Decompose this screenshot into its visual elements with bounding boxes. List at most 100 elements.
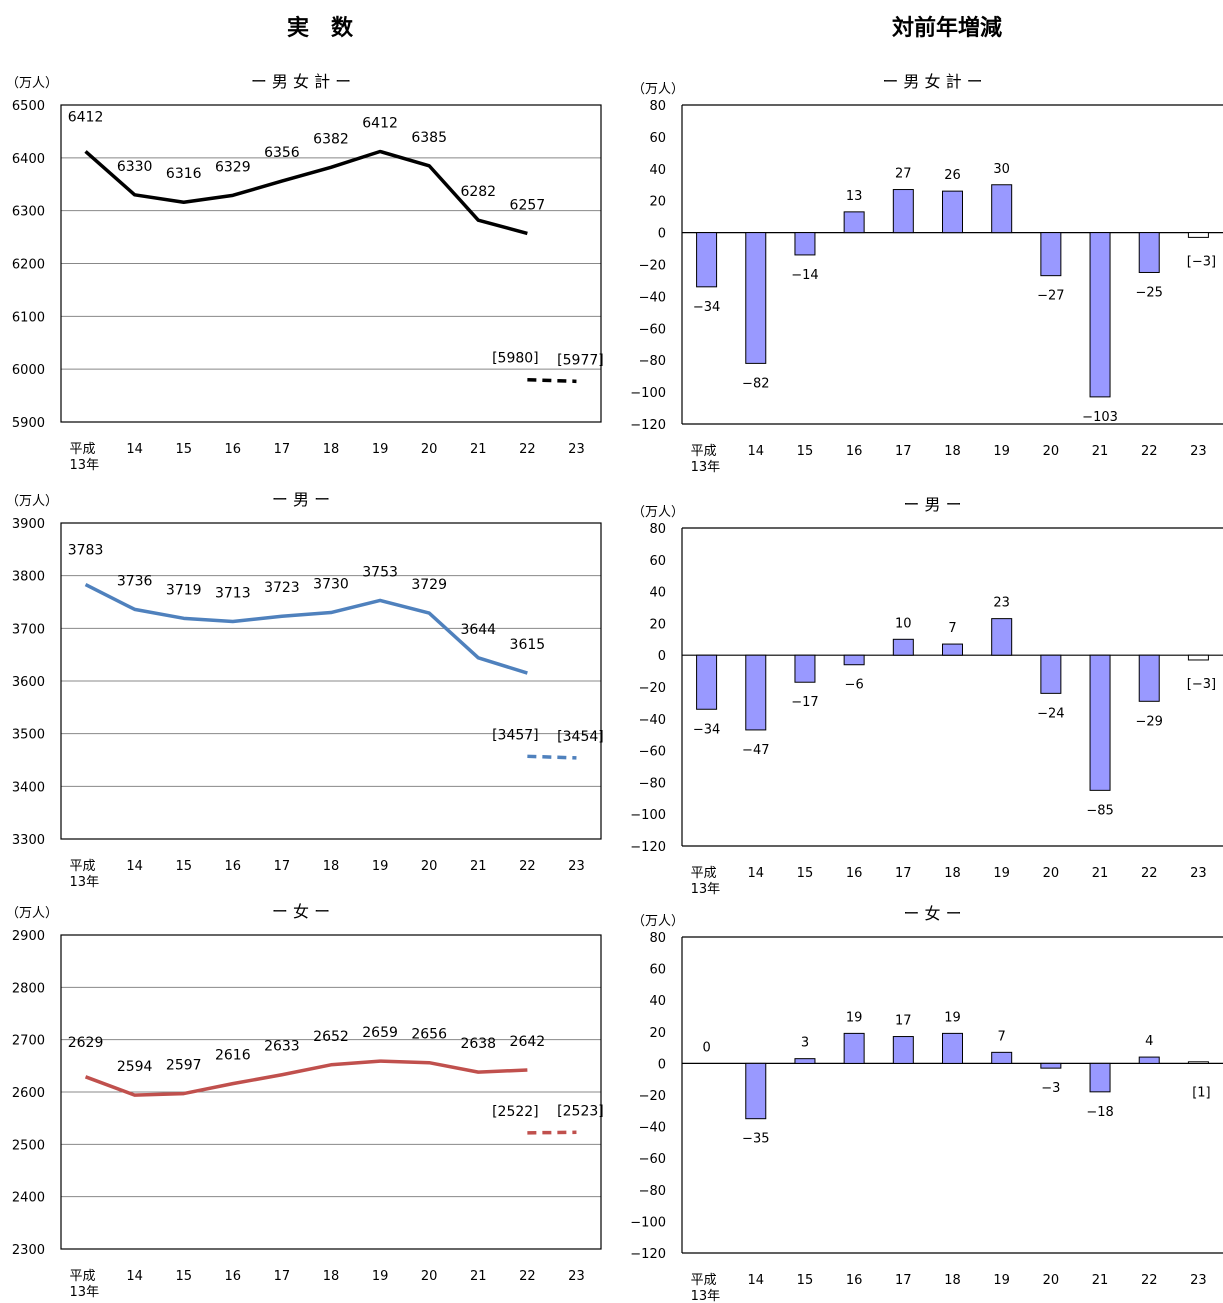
y-tick-label: −80 — [639, 776, 666, 791]
x-tick-label: 16 — [846, 866, 863, 881]
x-tick-label: 14 — [126, 442, 143, 457]
y-tick-label: 6000 — [12, 363, 45, 378]
bar — [1089, 654, 1111, 791]
x-tick-label: 13年 — [70, 875, 100, 890]
x-tick-label: 21 — [470, 1269, 487, 1284]
x-tick-label: 16 — [225, 442, 242, 457]
x-tick-label: 21 — [1092, 866, 1109, 881]
x-tick-label: 13年 — [691, 882, 721, 897]
bar-label: −3 — [1041, 1081, 1060, 1096]
x-tick-label: 13年 — [70, 1285, 100, 1300]
data-label: 3723 — [264, 580, 300, 596]
x-tick-label: 15 — [175, 859, 192, 874]
data-label: 2594 — [117, 1059, 153, 1075]
bar — [942, 643, 963, 656]
bar-label: −25 — [1136, 285, 1163, 300]
chart-diff-total: ー 男 女 計 ー （万人） −120 −100 −80 −60 −40 −20 0 20 40 60… — [630, 72, 1223, 475]
y-tick-label: −80 — [639, 354, 666, 369]
y-tick-label: 6200 — [12, 258, 45, 273]
data-label: 2597 — [166, 1058, 202, 1074]
bar — [1138, 654, 1160, 702]
bar — [1187, 654, 1209, 661]
x-tick-label: 22 — [519, 442, 536, 457]
x-tick-label: 19 — [372, 442, 389, 457]
x-tick-label: 18 — [944, 444, 961, 459]
data-label: 3753 — [362, 564, 398, 580]
y-tick-label: 40 — [649, 586, 666, 601]
bar-label: 27 — [895, 167, 912, 182]
bar — [843, 1032, 865, 1064]
data-label: 3736 — [117, 573, 153, 589]
bar-label: −35 — [742, 1132, 769, 1147]
bar-label: −82 — [742, 376, 769, 391]
x-tick-label: 平成 — [691, 1273, 717, 1288]
x-tick-label: 17 — [274, 1269, 291, 1284]
data-label: 2659 — [362, 1025, 398, 1041]
bar-label: 17 — [895, 1014, 912, 1029]
estimated-label: [5977] — [557, 352, 604, 368]
x-tick-label: 19 — [993, 1273, 1010, 1288]
data-label: 6316 — [166, 166, 202, 182]
y-tick-label: 3300 — [12, 833, 45, 848]
bar — [843, 211, 865, 234]
x-tick-label: 21 — [470, 859, 487, 874]
estimated-label: [3454] — [557, 729, 604, 745]
y-tick-label: 2900 — [12, 929, 45, 944]
data-label: 6356 — [264, 145, 300, 161]
bar-label: −27 — [1037, 289, 1064, 304]
chart-diff-male: ー 男 ー （万人） −120 −100 −80 −60 −40 −20 0 20 40 60 80 平成… — [630, 495, 1223, 897]
bar-label: 7 — [998, 1029, 1006, 1044]
y-tick-label: 3400 — [12, 780, 45, 795]
x-tick-label: 17 — [895, 1273, 912, 1288]
bar — [892, 638, 914, 656]
y-tick-label: 80 — [649, 931, 666, 946]
x-tick-label: 14 — [126, 1269, 143, 1284]
bar-label: −85 — [1086, 803, 1113, 818]
x-tick-label: 14 — [747, 444, 764, 459]
x-tick-label: 21 — [470, 442, 487, 457]
y-tick-label: 6300 — [12, 205, 45, 220]
y-tick-label: 0 — [658, 649, 666, 664]
series-line — [84, 149, 528, 236]
y-tick-label: −40 — [639, 713, 666, 728]
y-tick-label: −20 — [639, 681, 666, 696]
bar — [1138, 232, 1160, 273]
bar — [991, 1051, 1013, 1064]
bar — [843, 654, 865, 666]
x-tick-label: 22 — [1141, 866, 1158, 881]
y-tick-label: 2700 — [12, 1034, 45, 1049]
bar — [1187, 232, 1209, 238]
bar-label: −47 — [742, 743, 769, 758]
chart-title: ー 男 女 計 ー — [251, 72, 351, 91]
x-tick-label: 22 — [1141, 444, 1158, 459]
estimated-line — [527, 754, 577, 760]
x-tick-label: 18 — [323, 859, 340, 874]
bar-label: −18 — [1086, 1105, 1113, 1120]
bar — [794, 1058, 816, 1064]
y-unit-label: （万人） — [6, 76, 58, 91]
y-tick-label: −100 — [630, 808, 666, 823]
bar-label: −24 — [1037, 706, 1064, 721]
bar-label: −34 — [693, 722, 720, 737]
x-tick-label: 16 — [225, 1269, 242, 1284]
data-label: 6257 — [510, 197, 546, 213]
x-tick-label: 15 — [797, 1273, 814, 1288]
chart-actual-female: ー 女 ー（万人）2300240025002600270028002900平成1… — [6, 902, 604, 1300]
x-tick-label: 18 — [944, 866, 961, 881]
x-tick-label: 平成 — [70, 442, 96, 457]
y-tick-label: 20 — [649, 617, 666, 632]
bar — [1089, 1062, 1111, 1093]
y-tick-label: 6100 — [12, 310, 45, 325]
y-tick-label: 80 — [649, 99, 666, 114]
x-tick-label: 13年 — [691, 460, 721, 475]
plot-frame — [60, 934, 602, 1250]
bar — [696, 232, 718, 288]
y-tick-label: −60 — [639, 1152, 666, 1167]
estimated-label: [3457] — [492, 727, 539, 743]
data-label: 2633 — [264, 1039, 300, 1055]
bar — [991, 618, 1013, 656]
x-tick-label: 23 — [568, 442, 585, 457]
x-tick-label: 20 — [1043, 1273, 1060, 1288]
data-label: 2629 — [68, 1035, 104, 1051]
y-tick-label: 3600 — [12, 675, 45, 690]
